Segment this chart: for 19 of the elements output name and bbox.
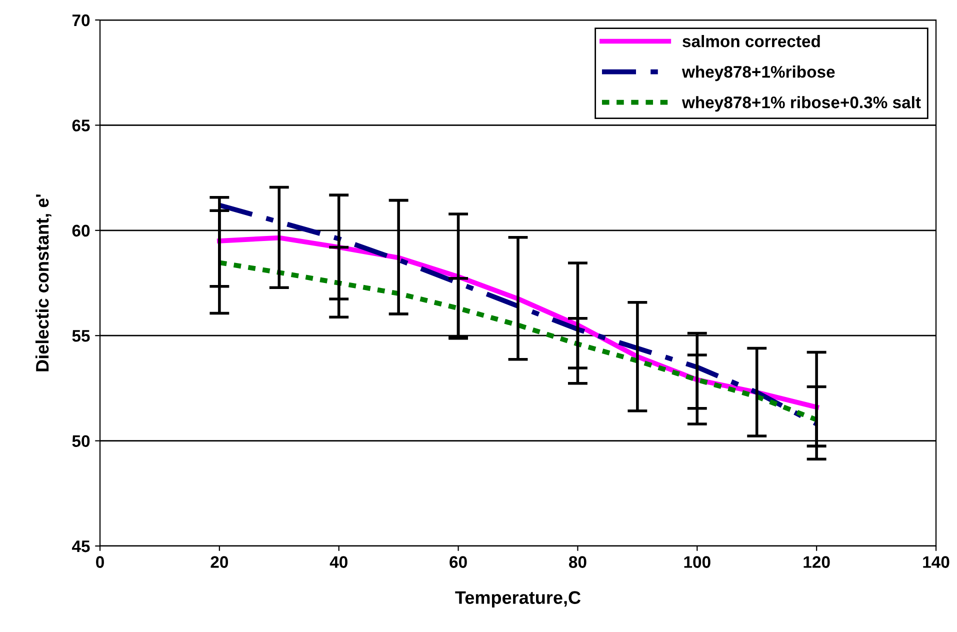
y-tick-label: 55 — [72, 330, 90, 342]
y-axis-title: Dielectic constant, e' — [35, 194, 52, 372]
x-tick-label: 100 — [684, 556, 710, 568]
x-tick-label: 140 — [923, 556, 950, 568]
y-tick-label: 45 — [72, 540, 90, 552]
y-tick-label: 65 — [72, 120, 90, 132]
legend-label: whey878+1% ribose+0.3% salt — [682, 96, 921, 112]
x-tick-label: 40 — [330, 556, 348, 568]
x-tick-label: 60 — [450, 556, 467, 568]
x-tick-label: 0 — [96, 556, 104, 568]
x-tick-label: 120 — [804, 556, 830, 568]
x-axis-title: Temperature,C — [455, 591, 581, 608]
y-tick-label: 60 — [72, 224, 90, 237]
x-tick-label: 80 — [568, 556, 586, 568]
x-tick-label: 20 — [210, 556, 228, 568]
legend-label: whey878+1%ribose — [682, 66, 835, 82]
y-tick-label: 50 — [72, 435, 90, 448]
legend-label: salmon corrected — [682, 35, 820, 48]
y-tick-label: 70 — [72, 14, 90, 26]
